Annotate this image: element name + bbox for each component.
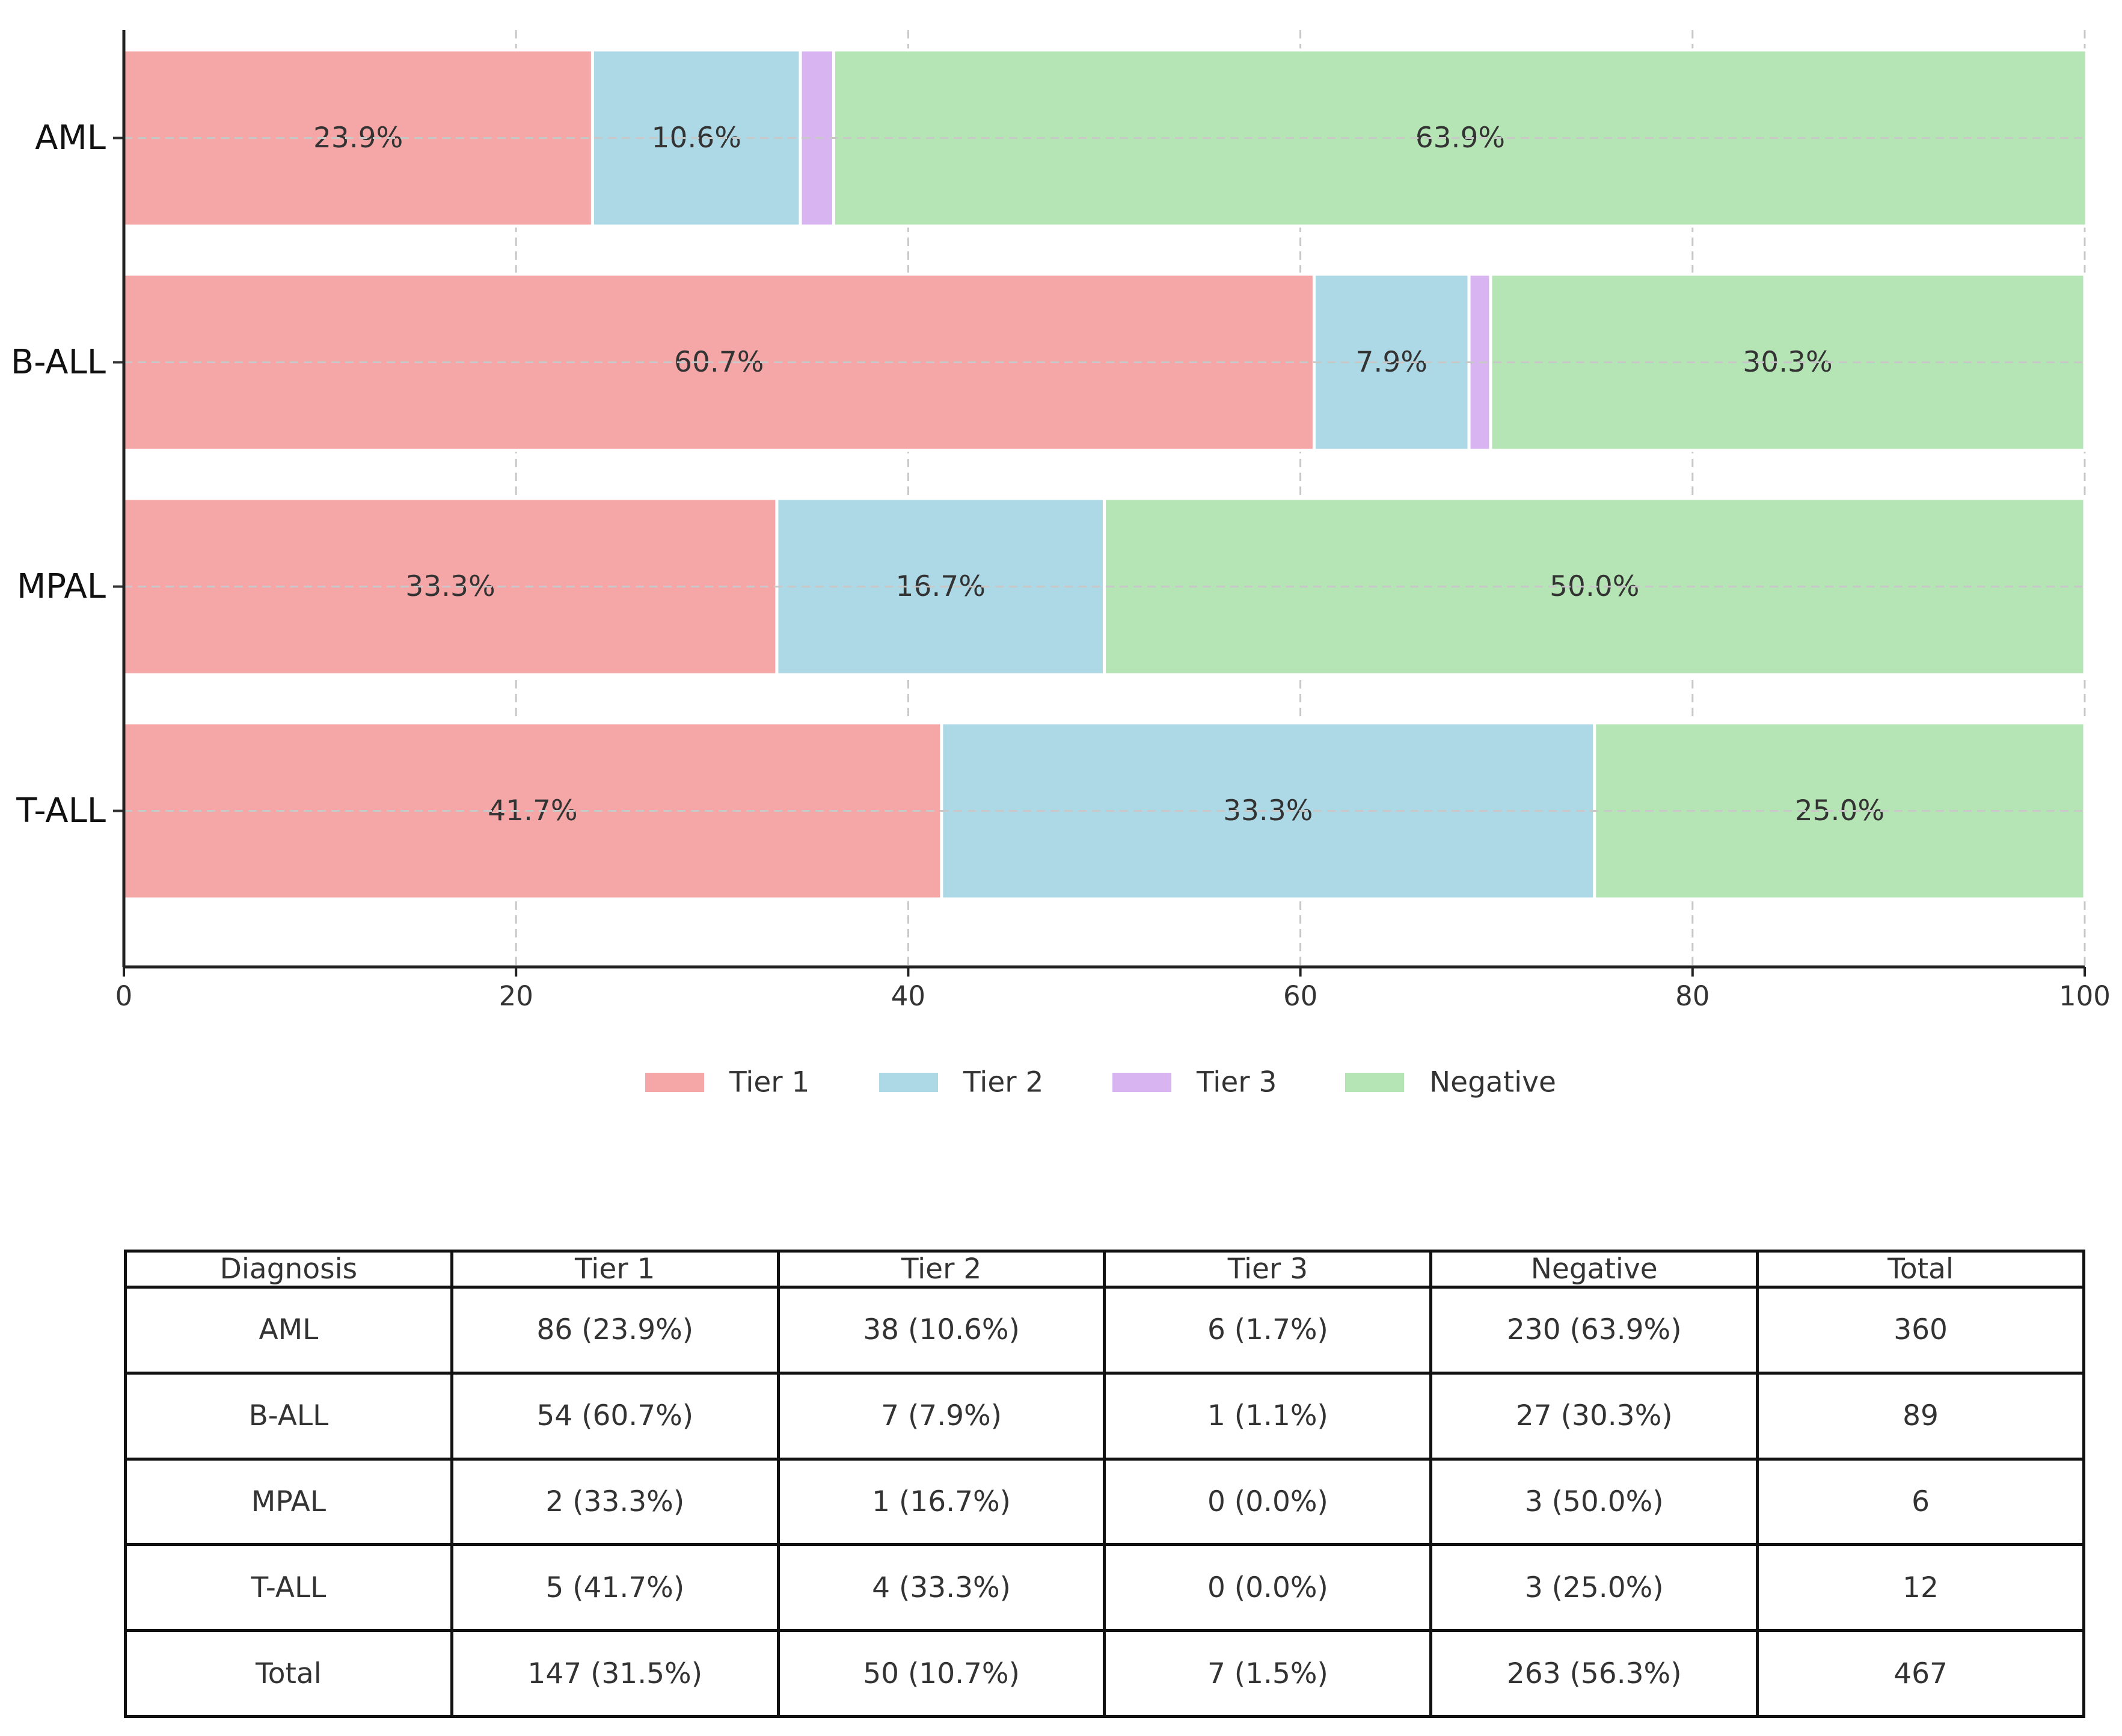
legend-swatch	[1112, 1073, 1171, 1092]
table-cell: MPAL	[124, 1457, 453, 1547]
table-cell: 7 (7.9%)	[776, 1371, 1106, 1461]
table-cell: 6	[1756, 1457, 2085, 1547]
table-cell: 147 (31.5%)	[450, 1629, 780, 1718]
table-cell: 27 (30.3%)	[1429, 1371, 1759, 1461]
table-cell: 54 (60.7%)	[450, 1371, 780, 1461]
table-cell: 1 (16.7%)	[776, 1457, 1106, 1547]
table-cell: 86 (23.9%)	[450, 1286, 780, 1375]
x-tick-label: 0	[115, 980, 133, 1012]
legend: Tier 1 Tier 2 Tier 3 Negative	[645, 1066, 1556, 1099]
table-cell: 3 (50.0%)	[1429, 1457, 1759, 1547]
table-cell: 6 (1.7%)	[1103, 1286, 1433, 1375]
table-cell: 50 (10.7%)	[776, 1629, 1106, 1718]
table-cell: 0 (0.0%)	[1103, 1543, 1433, 1633]
table-row: MPAL 2 (33.3%) 1 (16.7%) 0 (0.0%) 3 (50.…	[124, 1457, 2085, 1547]
legend-swatch	[1345, 1073, 1404, 1092]
x-tick-label: 60	[1283, 980, 1317, 1012]
table-cell: 263 (56.3%)	[1429, 1629, 1759, 1718]
header-total: Total	[1756, 1250, 2085, 1289]
axes: AML B-ALL MPAL T-ALL 0 20 40 60 80 100	[11, 30, 2111, 1012]
table-cell: B-ALL	[124, 1371, 453, 1461]
table-cell: 5 (41.7%)	[450, 1543, 780, 1633]
table-cell: Total	[124, 1629, 453, 1718]
legend-label: Tier 2	[963, 1066, 1043, 1099]
legend-label: Negative	[1429, 1066, 1556, 1099]
table-row: AML 86 (23.9%) 38 (10.6%) 6 (1.7%) 230 (…	[124, 1286, 2085, 1375]
stacked-bar-chart: 23.9% 10.6% 63.9%60.7% 7.9% 30.3%33.3% 16.7% 5…	[11, 30, 2111, 1099]
bars: 23.9% 10.6% 63.9%60.7% 7.9% 30.3%33.3% 16.7% 5…	[122, 48, 2088, 901]
category-label: B-ALL	[11, 343, 106, 382]
table-row: T-ALL 5 (41.7%) 4 (33.3%) 0 (0.0%) 3 (25…	[124, 1543, 2085, 1633]
table-row-total: Total 147 (31.5%) 50 (10.7%) 7 (1.5%) 26…	[124, 1629, 2085, 1718]
table-cell: 12	[1756, 1543, 2085, 1633]
summary-table-container: Diagnosis Tier 1 Tier 2 Tier 3 Negative …	[124, 1250, 2085, 1718]
header-diagnosis: Diagnosis	[124, 1250, 453, 1289]
table-cell: 2 (33.3%)	[450, 1457, 780, 1547]
legend-swatch	[645, 1073, 704, 1092]
table-cell: 1 (1.1%)	[1103, 1371, 1433, 1461]
header-negative: Negative	[1429, 1250, 1759, 1289]
x-tick-label: 20	[499, 980, 533, 1012]
table-cell: 467	[1756, 1629, 2085, 1718]
table-cell: 38 (10.6%)	[776, 1286, 1106, 1375]
table-cell: 7 (1.5%)	[1103, 1629, 1433, 1718]
x-tick-label: 100	[2059, 980, 2111, 1012]
table-cell: 0 (0.0%)	[1103, 1457, 1433, 1547]
table-cell: 230 (63.9%)	[1429, 1286, 1759, 1375]
table-cell: 4 (33.3%)	[776, 1543, 1106, 1633]
category-label: T-ALL	[16, 791, 106, 830]
header-tier-1: Tier 1	[450, 1250, 780, 1289]
header-tier-3: Tier 3	[1103, 1250, 1433, 1289]
table-cell: 360	[1756, 1286, 2085, 1375]
header-tier-2: Tier 2	[776, 1250, 1106, 1289]
legend-label: Tier 3	[1196, 1066, 1277, 1099]
summary-table: Diagnosis Tier 1 Tier 2 Tier 3 Negative …	[124, 1250, 2085, 1718]
legend-swatch	[879, 1073, 938, 1092]
table-cell: 3 (25.0%)	[1429, 1543, 1759, 1633]
category-label: MPAL	[17, 567, 106, 606]
table-cell: AML	[124, 1286, 453, 1375]
x-tick-label: 80	[1675, 980, 1710, 1012]
x-tick-label: 40	[891, 980, 925, 1012]
category-label: AML	[35, 118, 106, 158]
table-cell: T-ALL	[124, 1543, 453, 1633]
table-header-row: Diagnosis Tier 1 Tier 2 Tier 3 Negative …	[124, 1250, 2085, 1289]
table-cell: 89	[1756, 1371, 2085, 1461]
legend-label: Tier 1	[729, 1066, 809, 1099]
table-row: B-ALL 54 (60.7%) 7 (7.9%) 1 (1.1%) 27 (3…	[124, 1371, 2085, 1461]
